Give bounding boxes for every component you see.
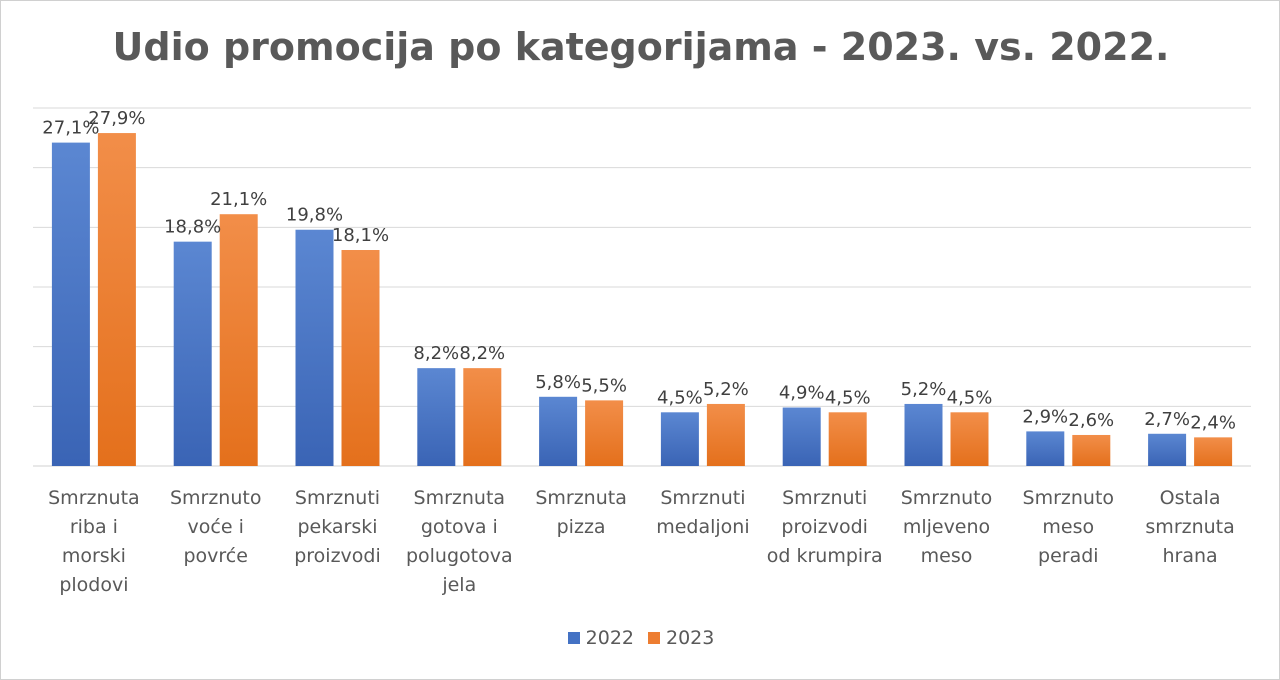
bar-2023-1 <box>97 133 136 466</box>
category-label-6: medaljoni <box>656 516 749 538</box>
category-label-9: meso <box>1042 516 1094 538</box>
bar-2023-10 <box>1194 437 1233 466</box>
category-label-10: Ostala <box>1160 487 1221 509</box>
data-label-2023-1: 27,9% <box>88 108 145 129</box>
data-label-2022-9: 2,9% <box>1022 406 1068 427</box>
bar-2023-9 <box>1072 434 1111 466</box>
category-label-2: voće i <box>188 516 244 538</box>
bar-2022-9 <box>1026 431 1065 466</box>
data-label-2022-6: 4,5% <box>657 387 703 408</box>
category-label-7: Smrznuti <box>782 487 867 509</box>
category-label-5: Smrznuta <box>535 487 627 509</box>
category-label-1: riba i <box>70 516 118 538</box>
data-label-2022-7: 4,9% <box>779 383 825 404</box>
bar-2022-6 <box>660 412 699 466</box>
bar-2022-3 <box>295 229 334 466</box>
category-label-1: Smrznuta <box>48 487 140 509</box>
bar-2023-3 <box>341 250 380 466</box>
data-label-2022-3: 19,8% <box>286 205 343 226</box>
category-label-10: smrznuta <box>1145 516 1234 538</box>
legend-swatch-2023 <box>648 632 660 644</box>
data-label-2022-2: 18,8% <box>164 217 221 238</box>
category-label-8: meso <box>921 545 973 567</box>
category-label-2: Smrznuto <box>170 487 262 509</box>
data-label-2023-3: 18,1% <box>332 225 389 246</box>
bar-2023-6 <box>706 403 745 466</box>
category-label-3: Smrznuti <box>295 487 380 509</box>
category-label-8: mljeveno <box>903 516 990 538</box>
category-label-9: Smrznuto <box>1023 487 1115 509</box>
category-label-7: od krumpira <box>767 545 883 567</box>
data-label-2023-8: 4,5% <box>947 387 993 408</box>
data-label-2023-7: 4,5% <box>825 387 871 408</box>
bar-2022-1 <box>51 142 90 466</box>
category-label-6: Smrznuti <box>660 487 745 509</box>
data-label-2023-6: 5,2% <box>703 379 749 400</box>
category-label-8: Smrznuto <box>901 487 993 509</box>
data-label-2022-8: 5,2% <box>901 379 947 400</box>
bar-2022-5 <box>539 396 578 466</box>
data-label-2023-2: 21,1% <box>210 189 267 210</box>
category-label-4: Smrznuta <box>414 487 506 509</box>
category-label-4: gotova i <box>421 516 498 538</box>
data-label-2022-5: 5,8% <box>535 372 581 393</box>
data-label-2022-4: 8,2% <box>413 343 459 364</box>
category-label-4: polugotova <box>406 545 513 567</box>
chart-title: Udio promocija po kategorijama - 2023. v… <box>112 25 1170 69</box>
category-label-2: povrće <box>183 545 247 567</box>
data-label-2023-10: 2,4% <box>1190 412 1236 433</box>
legend-item-2023: 2023 <box>648 627 714 649</box>
bar-2022-7 <box>782 407 821 466</box>
category-label-4: jela <box>441 574 476 596</box>
bar-2022-4 <box>417 368 456 466</box>
data-label-2023-4: 8,2% <box>459 343 505 364</box>
category-label-1: plodovi <box>59 574 128 596</box>
data-label-2022-1: 27,1% <box>42 118 99 139</box>
category-label-1: morski <box>62 545 126 567</box>
bar-2022-8 <box>904 403 943 466</box>
data-label-2023-9: 2,6% <box>1068 410 1114 431</box>
legend-label-2022: 2022 <box>585 627 634 649</box>
category-label-7: proizvodi <box>781 516 868 538</box>
bar-2023-2 <box>219 214 258 466</box>
legend-swatch-2022 <box>567 632 580 644</box>
bar-2023-8 <box>950 412 989 466</box>
bar-2022-10 <box>1148 433 1187 466</box>
category-label-3: pekarski <box>297 516 377 538</box>
data-label-2022-10: 2,7% <box>1144 409 1190 430</box>
chart-legend: 2022 2023 <box>1 627 1279 649</box>
category-label-3: proizvodi <box>294 545 381 567</box>
bar-2023-5 <box>585 400 624 466</box>
bar-2022-2 <box>173 241 212 466</box>
legend-label-2023: 2023 <box>666 627 715 649</box>
category-label-9: peradi <box>1038 545 1099 567</box>
bar-2023-4 <box>463 368 502 466</box>
bar-2023-7 <box>828 412 867 466</box>
category-label-10: hrana <box>1163 545 1218 567</box>
category-label-5: pizza <box>557 516 606 538</box>
legend-item-2022: 2022 <box>567 627 634 649</box>
data-label-2023-5: 5,5% <box>581 375 627 396</box>
